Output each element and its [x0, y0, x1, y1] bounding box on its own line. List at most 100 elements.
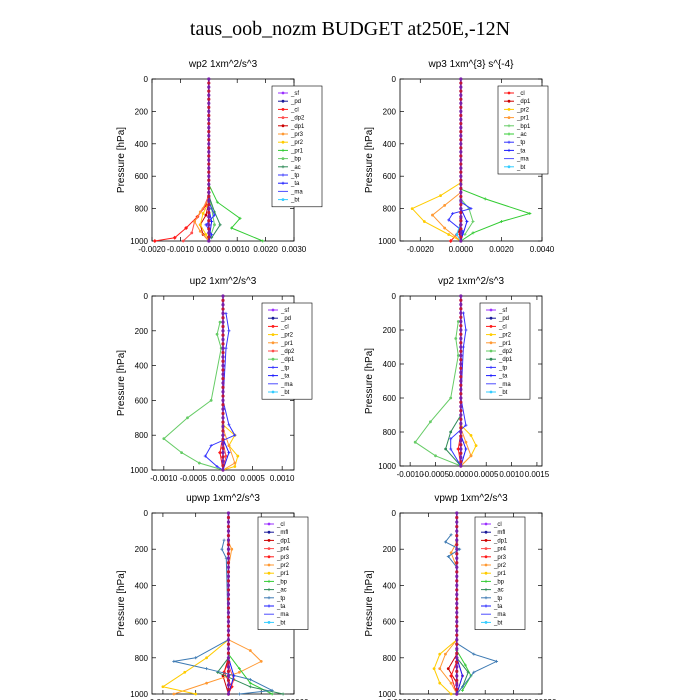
zero-profile-marker: [226, 601, 231, 606]
figure-title: taus_oob_nozm BUDGET at250E,-12N: [189, 18, 511, 40]
zero-profile-marker: [207, 130, 211, 134]
zero-profile-marker: [459, 366, 463, 370]
x-tick-label: 0.0005: [474, 470, 499, 479]
zero-profile-marker: [459, 138, 463, 142]
y-tick-label: 600: [135, 172, 149, 181]
zero-profile-marker: [455, 660, 459, 664]
zero-profile-marker: [455, 588, 459, 592]
data-point: [204, 213, 208, 217]
zero-profile-marker: [459, 109, 463, 113]
zero-profile-marker: [455, 615, 459, 619]
zero-profile-marker: [455, 538, 459, 542]
zero-profile-marker: [459, 375, 463, 379]
zero-profile-marker: [226, 520, 231, 524]
series-line-tp: [173, 539, 274, 695]
data-point: [471, 220, 475, 224]
x-tick-label: -0.0005: [180, 474, 208, 483]
zero-profile-marker: [221, 411, 225, 416]
data-point: [205, 681, 209, 685]
series-line-pr1: [433, 639, 458, 695]
legend-entry: _cl: [276, 522, 285, 528]
zero-profile-marker: [455, 552, 459, 556]
zero-profile-marker: [207, 97, 211, 101]
legend-entry: _cl: [493, 522, 502, 528]
data-point: [186, 416, 189, 420]
x-tick-label: -0.0010: [150, 474, 178, 483]
legend-marker: [507, 91, 511, 95]
y-axis-label: Pressure [hPa]: [364, 570, 375, 636]
legend-entry: _dp1: [280, 357, 295, 363]
x-tick-label: -0.0020: [407, 245, 435, 254]
legend-entry: _ma: [493, 612, 506, 618]
zero-profile-marker: [207, 121, 211, 126]
legend-entry: _ma: [516, 157, 529, 163]
zero-profile-marker: [459, 409, 463, 413]
zero-profile-marker: [207, 211, 211, 215]
zero-profile-marker: [459, 434, 463, 438]
zero-profile-marker: [226, 511, 231, 515]
data-point: [431, 213, 434, 217]
series-line-cl: [154, 192, 210, 242]
legend-box: [497, 85, 549, 175]
data-point: [248, 685, 252, 689]
data-point: [447, 233, 451, 236]
zero-profile-marker: [207, 138, 211, 142]
legend-entry: _tp: [516, 140, 526, 146]
zero-profile-marker: [207, 174, 211, 178]
x-tick-label: 0.00020: [499, 698, 528, 700]
zero-profile-marker: [207, 77, 211, 81]
series-line-dp2: [414, 321, 462, 467]
series-line-pr1: [460, 428, 472, 467]
zero-profile-marker: [459, 345, 463, 349]
data-point: [449, 437, 453, 441]
legend-entry: _cl: [498, 324, 507, 330]
zero-profile-marker: [459, 117, 463, 122]
y-tick-label: 400: [383, 360, 397, 369]
zero-profile-marker: [459, 162, 463, 166]
legend-entry: _pr2: [516, 107, 530, 113]
y-tick-label: 800: [383, 428, 397, 437]
data-point: [472, 670, 476, 674]
series-line-ac: [208, 195, 221, 239]
legend-entry: _ac: [276, 588, 287, 594]
legend-entry: _pr3: [276, 555, 290, 561]
data-point: [204, 233, 208, 236]
series-line-dp1: [445, 414, 462, 467]
data-point: [180, 451, 183, 454]
zero-profile-marker: [459, 349, 463, 353]
x-tick-label: 0.0010: [225, 245, 250, 254]
series-line-dp1: [447, 653, 458, 694]
y-tick-label: 200: [383, 107, 397, 116]
zero-profile-marker: [459, 294, 463, 298]
zero-profile-marker: [207, 142, 211, 146]
legend-entry: _pr2: [493, 563, 507, 569]
x-tick-label: 0.0020: [253, 245, 278, 254]
zero-profile-marker: [459, 146, 463, 150]
legend-marker: [281, 132, 285, 136]
legend-entry: _pr3: [290, 132, 304, 138]
data-point: [438, 681, 442, 685]
series-line-bp: [456, 650, 472, 691]
zero-profile-marker: [455, 511, 459, 515]
y-axis-label: Pressure [hPa]: [364, 127, 375, 193]
legend-marker: [281, 116, 285, 119]
zero-profile-marker: [459, 190, 463, 194]
zero-profile-marker: [459, 319, 463, 324]
data-point: [227, 423, 231, 427]
legend-entry: _mfl: [493, 530, 505, 536]
zero-profile-marker: [455, 524, 459, 529]
zero-profile-marker: [455, 561, 459, 565]
zero-profile-marker: [455, 547, 459, 551]
zero-profile-marker: [455, 610, 459, 615]
zero-profile-marker: [459, 315, 463, 319]
zero-profile-marker: [459, 223, 463, 227]
zero-profile-marker: [459, 400, 463, 404]
zero-profile-marker: [226, 570, 231, 574]
legend-entry: _dp1: [276, 538, 291, 544]
legend-box: [271, 85, 323, 208]
zero-profile-marker: [221, 390, 225, 394]
zero-profile-marker: [221, 307, 225, 311]
series-line-dp1: [163, 321, 224, 471]
zero-profile-marker: [455, 674, 459, 678]
legend-marker: [507, 116, 511, 119]
